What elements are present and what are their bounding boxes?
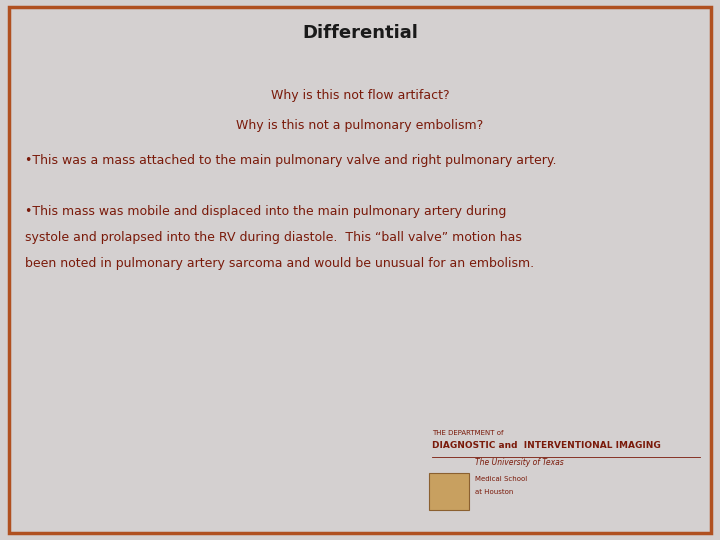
- Text: Differential: Differential: [302, 24, 418, 42]
- Text: Why is this not flow artifact?: Why is this not flow artifact?: [271, 89, 449, 102]
- Text: at Houston: at Houston: [475, 489, 513, 495]
- Text: The University of Texas: The University of Texas: [475, 458, 564, 467]
- Text: •This was a mass attached to the main pulmonary valve and right pulmonary artery: •This was a mass attached to the main pu…: [25, 154, 557, 167]
- Text: Medical School: Medical School: [475, 476, 528, 482]
- Text: Why is this not a pulmonary embolism?: Why is this not a pulmonary embolism?: [236, 119, 484, 132]
- FancyBboxPatch shape: [9, 7, 711, 533]
- FancyBboxPatch shape: [429, 472, 469, 510]
- Text: THE DEPARTMENT of: THE DEPARTMENT of: [432, 430, 503, 436]
- Text: been noted in pulmonary artery sarcoma and would be unusual for an embolism.: been noted in pulmonary artery sarcoma a…: [25, 257, 534, 270]
- Text: •This mass was mobile and displaced into the main pulmonary artery during: •This mass was mobile and displaced into…: [25, 205, 507, 218]
- Text: DIAGNOSTIC and  INTERVENTIONAL IMAGING: DIAGNOSTIC and INTERVENTIONAL IMAGING: [432, 441, 661, 450]
- Text: systole and prolapsed into the RV during diastole.  This “ball valve” motion has: systole and prolapsed into the RV during…: [25, 231, 522, 244]
